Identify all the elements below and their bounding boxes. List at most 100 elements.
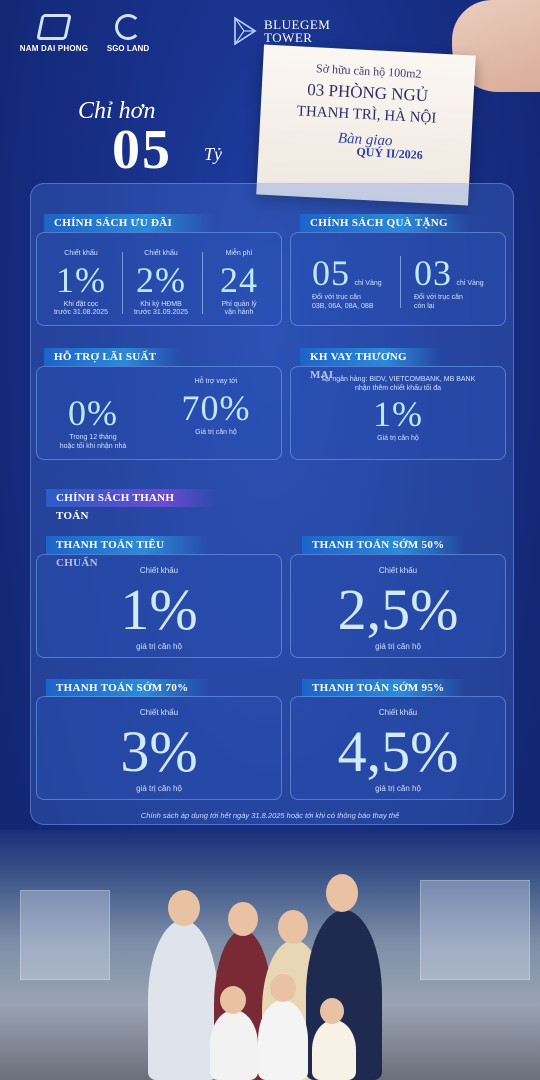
girl-figure bbox=[312, 1020, 356, 1080]
qua-tang-box bbox=[290, 232, 506, 326]
thanh-toan-item-4-value: 4,5% bbox=[337, 718, 459, 784]
qua-tang-item-1-value: 05 bbox=[312, 253, 350, 293]
bluegem-tower-logo: BLUEGEM TOWER bbox=[232, 16, 330, 46]
price-prefix: Chỉ hơn bbox=[78, 98, 156, 124]
qua-tang-divider bbox=[400, 256, 401, 308]
uu-dai-divider-2 bbox=[202, 252, 203, 314]
tower-word: TOWER bbox=[264, 30, 313, 45]
lai-suat-left-value: 0% bbox=[68, 393, 118, 433]
sgo-land-logo-icon bbox=[115, 14, 141, 40]
lai-suat-box bbox=[36, 366, 282, 460]
uu-dai-item-2-note1: Khi ký HĐMB bbox=[140, 300, 182, 308]
promo-card: Sở hữu căn hộ 100m2 03 PHÒNG NGỦ THANH T… bbox=[256, 44, 476, 206]
kh-vay-content: Tại ngân hàng: BIDV, VIETCOMBANK, MB BAN… bbox=[296, 376, 500, 444]
uu-dai-item-1-note1: Khi đặt cọc bbox=[63, 300, 99, 308]
lai-suat-right-note: Giá trị căn hộ bbox=[195, 428, 237, 436]
father-head bbox=[326, 874, 358, 912]
uu-dai-label: CHÍNH SÁCH ƯU ĐÃI bbox=[44, 214, 214, 232]
thanh-toan-item-1-top: Chiết khấu bbox=[139, 566, 179, 575]
girl-head bbox=[320, 998, 344, 1024]
price-value: 05 bbox=[112, 119, 172, 181]
lai-suat-left-note1: Trong 12 tháng bbox=[69, 434, 117, 441]
lai-suat-left: 0% Trong 12 tháng hoặc tối khi nhận nhà bbox=[48, 392, 138, 451]
uu-dai-box bbox=[36, 232, 282, 326]
kh-vay-box bbox=[290, 366, 506, 460]
mother-head bbox=[278, 910, 308, 944]
thanh-toan-item-3-box: Chiết khấu 3% giá trị căn hộ bbox=[36, 696, 282, 800]
policy-panel bbox=[30, 183, 514, 825]
qua-tang-item-2-note1: Đối với trục căn bbox=[414, 294, 463, 301]
qua-tang-item-2-unit: chỉ Vàng bbox=[456, 280, 484, 287]
kh-vay-note2: nhận thêm chiết khấu tối đa bbox=[354, 384, 441, 392]
lai-suat-right-value: 70% bbox=[181, 387, 251, 428]
thanh-toan-item-4-box: Chiết khấu 4,5% giá trị căn hộ bbox=[290, 696, 506, 800]
uu-dai-item-2-note2: trước 31.09.2025 bbox=[133, 309, 189, 316]
grandfather-figure bbox=[148, 920, 218, 1080]
family-photo bbox=[0, 830, 540, 1080]
bluegem-tower-logo-text: BLUEGEM TOWER bbox=[264, 18, 330, 44]
thanh-toan-item-1-bottom: giá trị căn hộ bbox=[136, 641, 182, 651]
photo-window-left bbox=[20, 890, 110, 980]
uu-dai-item-2-value: 2% bbox=[136, 259, 186, 300]
uu-dai-item-1: Chiết khấu 1% Khi đặt cọc trước 31.08.20… bbox=[46, 250, 116, 318]
thanh-toan-item-4-label: THANH TOÁN SỚM 95% bbox=[302, 679, 466, 697]
nam-dai-phong-logo: NAM DAI PHONG bbox=[18, 14, 90, 53]
grandfather-head bbox=[168, 890, 200, 926]
kh-vay-value: 1% bbox=[373, 394, 423, 434]
kh-vay-label: KH VAY THƯƠNG MẠI bbox=[300, 348, 440, 381]
thanh-toan-label: CHÍNH SÁCH THANH TOÁN bbox=[46, 489, 216, 522]
bluegem-gem-icon bbox=[234, 16, 257, 46]
qua-tang-item-2: 03 chỉ Vàng Đối với trục căn còn lại bbox=[414, 252, 500, 311]
kh-vay-note1: Tại ngân hàng: BIDV, VIETCOMBANK, MB BAN… bbox=[320, 376, 476, 383]
qua-tang-item-1-note2: 03B, 06A, 08A, 08B bbox=[312, 302, 374, 310]
uu-dai-divider-1 bbox=[122, 252, 123, 314]
nam-dai-phong-logo-icon bbox=[36, 14, 72, 40]
thanh-toan-item-3-top: Chiết khấu bbox=[139, 708, 179, 717]
qua-tang-item-2-note2: còn lại bbox=[414, 302, 435, 310]
uu-dai-item-2-top: Chiết khấu bbox=[144, 250, 178, 257]
uu-dai-item-1-top: Chiết khấu bbox=[64, 250, 98, 257]
uu-dai-item-1-note2: trước 31.08.2025 bbox=[53, 309, 109, 316]
uu-dai-item-3: Miễn phí 24 Phí quản lý vận hành bbox=[204, 250, 274, 318]
qua-tang-item-1: 05 chỉ Vàng Đối với trục căn 03B, 06A, 0… bbox=[312, 252, 398, 311]
bluegem-word: BLUEGEM bbox=[264, 17, 331, 32]
uu-dai-item-2: Chiết khấu 2% Khi ký HĐMB trước 31.09.20… bbox=[126, 250, 196, 318]
thanh-toan-item-3-value: 3% bbox=[120, 718, 198, 784]
grandmother-head bbox=[228, 902, 258, 936]
lai-suat-left-note2: hoặc tối khi nhận nhà bbox=[59, 442, 127, 450]
thanh-toan-item-2-top: Chiết khấu bbox=[378, 566, 418, 575]
qua-tang-item-1-note1: Đối với trục căn bbox=[312, 294, 361, 301]
kh-vay-note3: Giá trị căn hộ bbox=[377, 435, 419, 442]
thanh-toan-item-1-box: Chiết khấu 1% giá trị căn hộ bbox=[36, 554, 282, 658]
thanh-toan-item-2-box: Chiết khấu 2,5% giá trị căn hộ bbox=[290, 554, 506, 658]
thanh-toan-item-3-label: THANH TOÁN SỚM 70% bbox=[46, 679, 210, 697]
thanh-toan-item-2-bottom: giá trị căn hộ bbox=[375, 641, 421, 651]
thanh-toan-item-1-value: 1% bbox=[120, 576, 198, 642]
sgo-land-logo: SGO LAND bbox=[100, 14, 156, 53]
uu-dai-item-3-note2: vận hành bbox=[224, 309, 254, 316]
thanh-toan-item-4-bottom: giá trị căn hộ bbox=[375, 783, 421, 793]
thanh-toan-item-2-value: 2,5% bbox=[337, 576, 459, 642]
footnote: Chính sách áp dụng tới hết ngày 31.8.202… bbox=[140, 811, 400, 820]
uu-dai-item-3-note1: Phí quản lý bbox=[221, 300, 257, 308]
uu-dai-item-3-top: Miễn phí bbox=[225, 250, 253, 257]
thanh-toan-item-2-label: THANH TOÁN SỚM 50% bbox=[302, 536, 466, 554]
lai-suat-right: Hỗ trợ vay tới 70% Giá trị căn hộ bbox=[170, 378, 262, 437]
price-unit: Tỷ bbox=[204, 144, 222, 164]
thanh-toan-item-4-top: Chiết khấu bbox=[378, 708, 418, 717]
nam-dai-phong-logo-text: NAM DAI PHONG bbox=[19, 44, 89, 53]
lai-suat-label: HỖ TRỢ LÃI SUẤT bbox=[44, 348, 180, 366]
qua-tang-item-1-unit: chỉ Vàng bbox=[354, 280, 382, 287]
thanh-toan-item-1-label: THANH TOÁN TIÊU CHUẨN bbox=[46, 536, 210, 569]
lai-suat-right-top: Hỗ trợ vay tới bbox=[194, 378, 238, 385]
boy-left-figure bbox=[210, 1010, 258, 1080]
thanh-toan-item-3-bottom: giá trị căn hộ bbox=[136, 783, 182, 793]
boy-left-head bbox=[220, 986, 246, 1014]
boy-center-head bbox=[270, 974, 296, 1002]
qua-tang-label: CHÍNH SÁCH QUÀ TẶNG bbox=[300, 214, 470, 232]
boy-center-figure bbox=[258, 1000, 308, 1080]
uu-dai-item-1-value: 1% bbox=[56, 259, 106, 300]
uu-dai-item-3-value: 24 bbox=[220, 259, 258, 300]
photo-window-right bbox=[420, 880, 530, 980]
sgo-land-logo-text: SGO LAND bbox=[106, 44, 150, 53]
